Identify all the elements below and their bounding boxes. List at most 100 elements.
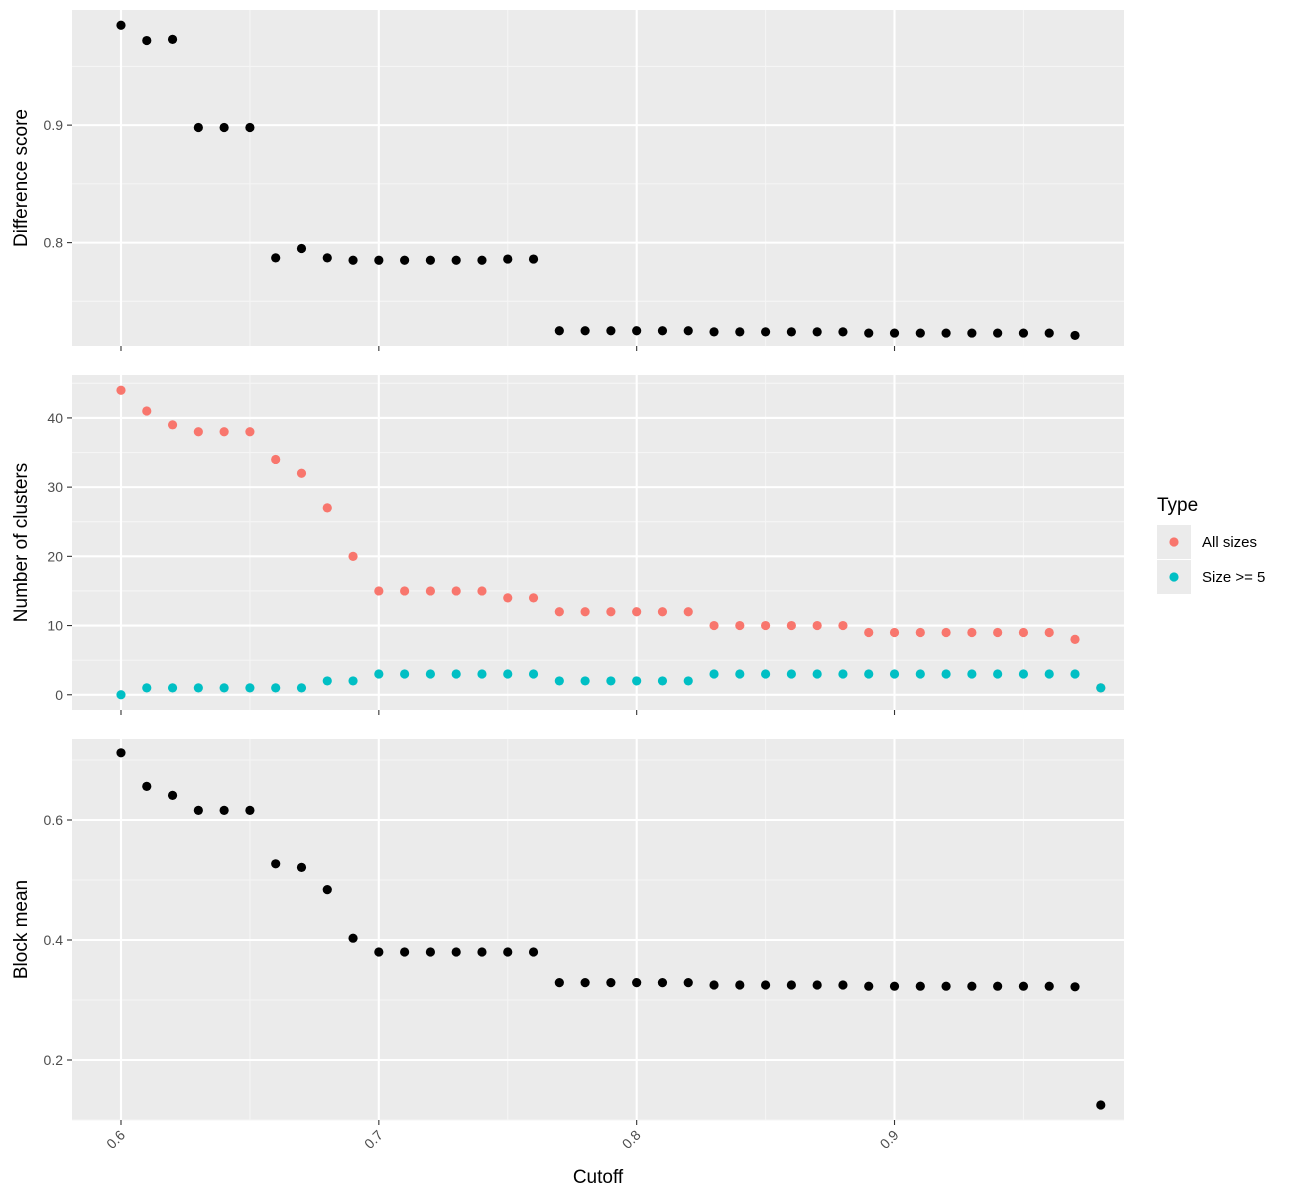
panel-2: 0 10 20 30 40 Number of clusters: [11, 375, 1124, 715]
data-point: [400, 255, 410, 265]
data-point: [864, 627, 874, 638]
data-point: [632, 326, 642, 336]
data-point: [142, 35, 152, 46]
data-point: [219, 683, 229, 693]
facet-panels: 0.8 0.9 Difference score 0 10 20 30 40 Number of…: [11, 10, 1124, 1125]
data-point: [1018, 669, 1029, 679]
data-point: [400, 586, 410, 596]
data-point: [1070, 669, 1080, 679]
data-point: [167, 34, 178, 44]
legend-key-point: [1169, 537, 1179, 547]
data-point: [374, 255, 384, 265]
data-point: [477, 255, 487, 265]
y-axis-title: Block mean: [11, 880, 32, 979]
data-point: [193, 427, 203, 437]
data-point: [503, 669, 513, 679]
data-point: [142, 683, 152, 693]
data-point: [735, 327, 745, 337]
data-point: [1070, 330, 1080, 341]
data-point: [528, 947, 539, 957]
data-point: [271, 454, 281, 465]
data-point: [683, 326, 693, 336]
panel-background: [72, 10, 1124, 346]
data-point: [503, 593, 513, 603]
data-point: [580, 607, 590, 617]
data-point: [941, 328, 951, 338]
data-point: [760, 980, 771, 990]
data-point: [606, 676, 616, 686]
series-1: [116, 20, 1080, 341]
data-point: [760, 620, 771, 631]
panel-3: 0.2 0.4 0.6 Block mean: [11, 739, 1124, 1125]
y-tick-label: 0.2: [44, 1052, 64, 1068]
data-point: [554, 607, 564, 617]
data-point: [941, 627, 951, 638]
data-point: [606, 607, 616, 617]
data-point: [374, 669, 384, 679]
data-point: [425, 947, 436, 957]
data-point: [193, 683, 203, 693]
data-point: [528, 593, 539, 603]
data-point: [116, 20, 126, 30]
y-axis-title: Difference score: [11, 109, 32, 247]
data-point: [348, 255, 358, 265]
data-point: [864, 981, 874, 991]
y-tick-label: 0: [55, 687, 63, 703]
data-point: [735, 669, 745, 679]
data-point: [348, 933, 358, 943]
data-point: [503, 254, 513, 264]
data-point: [425, 255, 436, 265]
data-point: [193, 805, 203, 816]
data-point: [709, 980, 719, 990]
data-point: [1018, 981, 1029, 991]
data-point: [812, 669, 822, 679]
panel-1: 0.8 0.9 Difference score: [11, 10, 1124, 351]
data-point: [1096, 683, 1106, 693]
data-point: [838, 980, 848, 990]
data-point: [425, 586, 436, 596]
data-point: [167, 683, 178, 693]
x-axis: 0.6 0.7 0.8 0.9: [103, 1127, 902, 1152]
data-point: [451, 255, 461, 265]
data-point: [915, 328, 925, 338]
series-1: [116, 748, 1106, 1110]
data-point: [219, 427, 229, 437]
x-tick-label: 0.7: [361, 1127, 386, 1152]
data-point: [657, 676, 668, 686]
data-point: [271, 683, 281, 693]
data-point: [167, 790, 178, 801]
data-point: [528, 254, 539, 264]
y-tick-label: 0.9: [44, 117, 64, 133]
legend-keys: All sizes Size >= 5: [1157, 525, 1265, 594]
data-point: [554, 978, 564, 988]
data-point: [116, 748, 126, 758]
data-point: [503, 947, 513, 957]
data-point: [760, 669, 771, 679]
data-point: [142, 406, 152, 416]
y-axis-title: Number of clusters: [11, 463, 32, 622]
data-point: [709, 327, 719, 337]
data-point: [1044, 328, 1054, 338]
data-point: [657, 326, 668, 336]
data-point: [967, 627, 977, 638]
data-point: [1044, 981, 1054, 991]
data-point: [606, 978, 616, 988]
data-point: [941, 981, 951, 991]
data-point: [786, 980, 796, 990]
x-tick-label: 0.8: [619, 1127, 644, 1152]
data-point: [657, 978, 668, 988]
data-point: [812, 980, 822, 990]
panel-background: [72, 739, 1124, 1120]
data-point: [1070, 634, 1080, 645]
data-point: [1018, 627, 1029, 638]
y-tick-label: 0.4: [44, 932, 64, 948]
data-point: [915, 669, 925, 679]
data-point: [400, 669, 410, 679]
data-point: [838, 669, 848, 679]
legend-title: Type: [1157, 495, 1198, 516]
x-tick-label: 0.9: [877, 1127, 902, 1152]
data-point: [889, 328, 900, 338]
y-tick-label: 40: [47, 410, 63, 426]
data-point: [838, 327, 848, 337]
data-point: [709, 669, 719, 679]
